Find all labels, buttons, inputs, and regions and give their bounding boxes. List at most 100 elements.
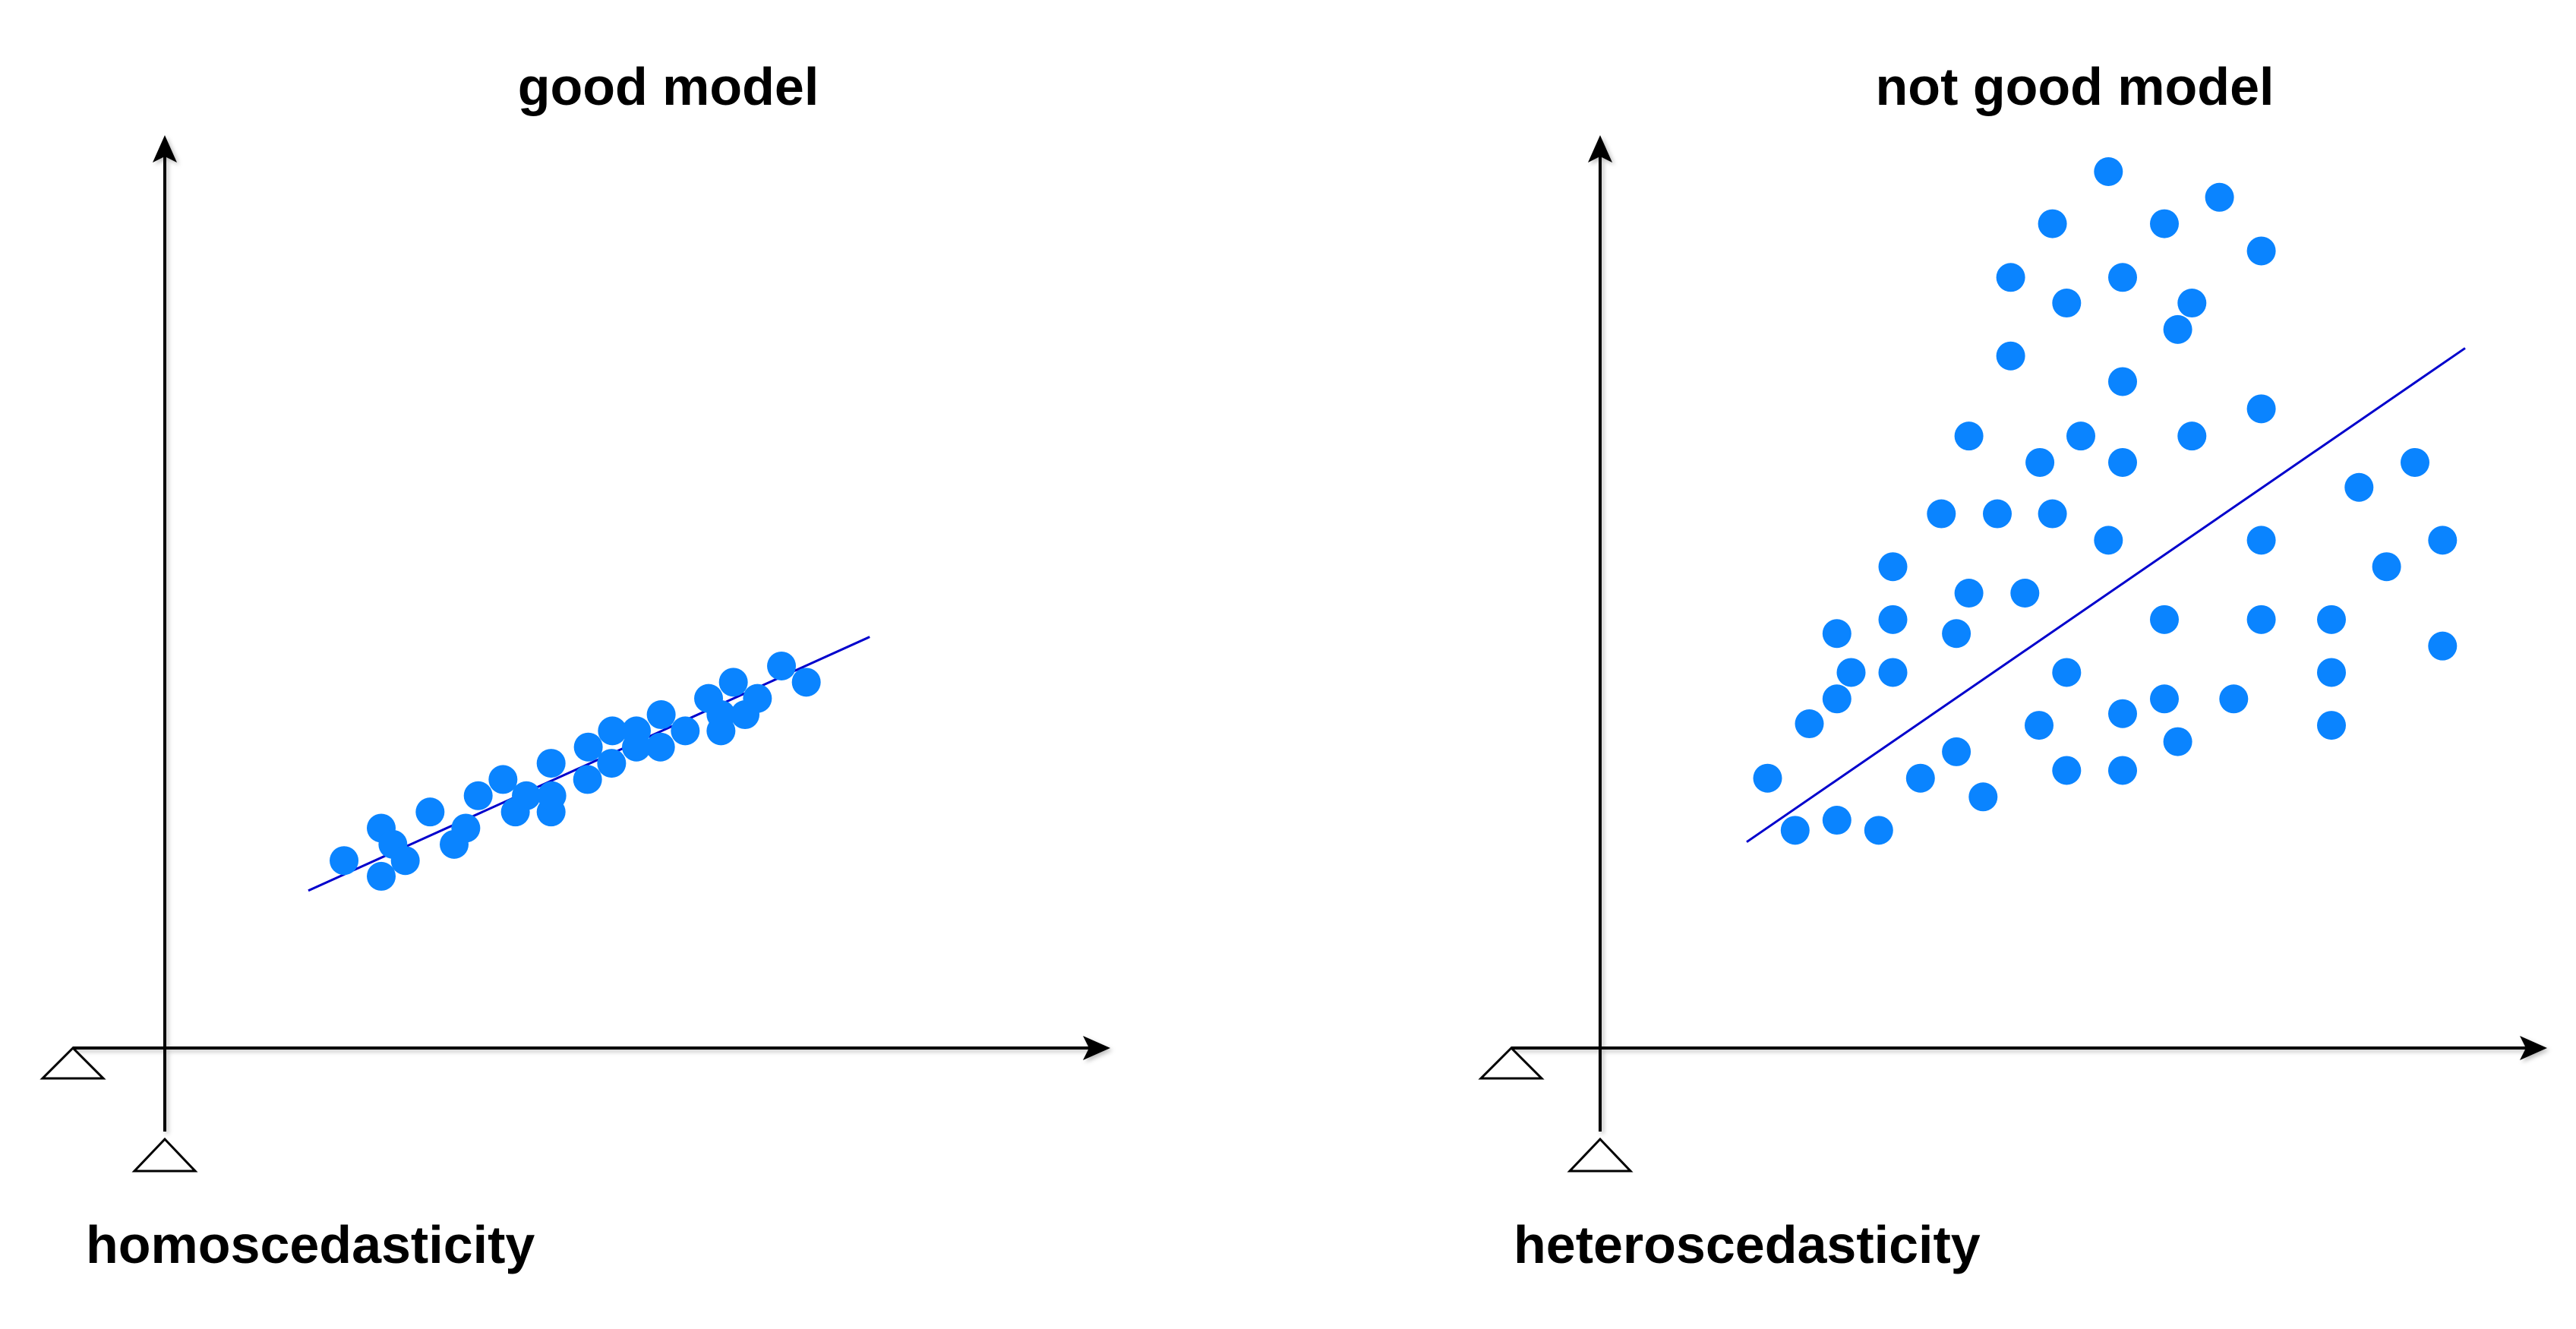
right-data-point-38: [2150, 684, 2179, 714]
left-data-point-1: [367, 861, 396, 891]
right-data-point-12: [1927, 499, 1956, 529]
right-data-point-8: [1878, 658, 1908, 687]
right-data-point-28: [2052, 658, 2082, 687]
right-data-point-24: [2038, 499, 2067, 529]
left-data-point-16: [573, 732, 603, 762]
right-data-point-22: [2025, 711, 2054, 740]
right-data-point-15: [1954, 579, 1984, 608]
left-data-point-7: [451, 813, 481, 843]
right-data-point-34: [2108, 447, 2137, 477]
right-data-point-36: [2108, 263, 2137, 292]
right-data-point-4: [1822, 806, 1852, 835]
right-data-point-9: [1878, 552, 1908, 582]
left-data-point-14: [537, 781, 567, 810]
right-data-point-10: [1878, 605, 1908, 634]
left-data-point-30: [767, 651, 797, 680]
right-data-point-13: [1942, 737, 1971, 766]
right-data-point-2: [1795, 709, 1824, 739]
left-data-point-27: [718, 668, 748, 697]
right-data-point-40: [2163, 727, 2192, 756]
left-data-point-8: [463, 781, 493, 810]
right-data-point-0: [1753, 763, 1782, 793]
right-data-point-45: [2219, 684, 2249, 714]
right-data-point-52: [2317, 711, 2346, 740]
left-data-point-13: [536, 749, 566, 778]
right-data-point-37: [2150, 605, 2179, 634]
right-data-point-26: [2052, 756, 2082, 785]
left-data-point-26: [706, 716, 736, 746]
right-data-point-48: [2246, 605, 2276, 634]
right-data-point-31: [2094, 157, 2123, 186]
right-points: [1753, 157, 2458, 845]
right-data-point-54: [2372, 552, 2401, 582]
right-data-point-11: [1905, 763, 1935, 793]
right-data-point-35: [2108, 367, 2137, 396]
right-data-point-32: [2108, 756, 2137, 785]
left-data-point-11: [512, 781, 541, 810]
left-x-axis-arrow: [1083, 1036, 1110, 1060]
right-data-point-39: [2150, 209, 2179, 238]
right-data-point-25: [2038, 209, 2067, 238]
right-data-point-43: [2177, 289, 2207, 318]
right-data-point-33: [2108, 699, 2137, 728]
right-x-axis-arrow: [2520, 1036, 2547, 1060]
left-y-axis-arrow: [153, 135, 177, 163]
right-y-axis-arrow: [1588, 135, 1612, 163]
left-chart-title: good model: [518, 57, 819, 116]
left-points: [330, 651, 821, 891]
left-chart: good model homoscedasticity: [39, 57, 1110, 1274]
right-axes: [1511, 135, 2547, 1132]
left-data-point-21: [646, 732, 675, 762]
right-data-point-49: [2246, 394, 2276, 424]
left-data-point-22: [646, 700, 676, 730]
right-chart-caption: heteroscedasticity: [1514, 1215, 1981, 1274]
right-data-point-47: [2246, 526, 2276, 555]
right-data-point-6: [1836, 658, 1866, 687]
right-data-point-16: [1954, 421, 1984, 451]
right-data-point-53: [2344, 472, 2374, 502]
right-data-point-30: [2094, 526, 2123, 555]
right-data-point-56: [2428, 526, 2458, 555]
right-data-point-42: [2177, 421, 2207, 451]
right-chart: not good model heteroscedasticity: [1478, 57, 2547, 1274]
right-data-point-44: [2205, 182, 2234, 212]
left-data-point-9: [488, 765, 518, 794]
right-data-point-55: [2401, 447, 2429, 477]
right-data-point-29: [2066, 421, 2095, 451]
left-data-point-29: [743, 683, 772, 713]
right-data-point-3: [1822, 684, 1852, 714]
right-data-point-19: [1996, 341, 2025, 371]
left-data-point-5: [415, 797, 445, 827]
right-chart-title: not good model: [1876, 57, 2275, 116]
right-data-point-23: [2025, 447, 2055, 477]
right-data-point-21: [2010, 579, 2040, 608]
right-data-point-1: [1780, 816, 1810, 845]
right-data-point-14: [1942, 619, 1971, 649]
right-data-point-7: [1864, 816, 1893, 845]
right-data-point-5: [1822, 619, 1852, 649]
right-data-point-41: [2163, 314, 2192, 344]
left-data-point-0: [330, 846, 359, 876]
right-data-point-17: [1968, 782, 1998, 812]
right-data-point-51: [2317, 658, 2346, 687]
right-x-axis-anchor-triangle: [1478, 1046, 1545, 1080]
left-axes: [73, 135, 1110, 1132]
left-x-axis-anchor-triangle: [39, 1046, 106, 1080]
right-data-point-20: [1996, 263, 2025, 292]
right-data-point-27: [2052, 289, 2082, 318]
left-data-point-18: [598, 716, 627, 746]
right-data-point-50: [2317, 605, 2346, 634]
left-data-point-17: [597, 749, 627, 778]
left-data-point-23: [671, 716, 700, 746]
right-data-point-18: [1983, 499, 2012, 529]
right-data-point-46: [2246, 236, 2276, 266]
left-data-point-4: [390, 846, 420, 876]
left-chart-caption: homoscedasticity: [86, 1215, 535, 1274]
right-data-point-57: [2428, 631, 2458, 661]
left-data-point-15: [573, 765, 602, 794]
left-data-point-20: [622, 732, 651, 762]
left-y-axis-anchor-triangle: [131, 1137, 198, 1173]
right-y-axis-anchor-triangle: [1567, 1137, 1634, 1173]
left-data-point-31: [791, 668, 821, 697]
